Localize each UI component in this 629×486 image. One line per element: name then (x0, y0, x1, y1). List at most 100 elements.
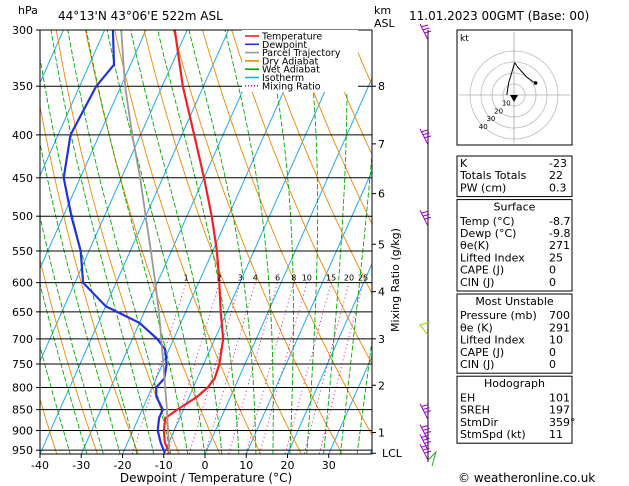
dry-adiabat-line (289, 30, 372, 225)
indices-row-value: 0.3 (549, 181, 567, 194)
indices-box (456, 155, 573, 198)
wind-barb-flag (422, 213, 430, 217)
hodograph-stats-row-value: 11 (549, 428, 563, 441)
pressure-tick-label: 850 (12, 404, 33, 417)
mixing-ratio-label: 3 (238, 274, 243, 283)
wind-barb-column (419, 23, 438, 467)
wind-barb (419, 321, 431, 336)
mixing-ratio-line (284, 282, 332, 454)
wind-barb-flag (423, 216, 432, 220)
mixing-ratio-label: 25 (358, 274, 368, 283)
wet-adiabat-line (50, 30, 155, 454)
surface-row-value: 25 (549, 251, 563, 264)
mixing-ratio-label: 1 (183, 274, 188, 283)
right-axis-title: Mixing Ratio (g/kg) (389, 228, 402, 332)
altitude-tick-label: 7 (378, 138, 385, 151)
hodograph-stats-row-name: EH (460, 391, 475, 404)
dry-adiabat-line (143, 30, 302, 454)
stats-tables: K -23 Totals Totals 22 PW (cm) 0.3 SurfaceTemp… (456, 155, 576, 444)
indices-row-name: Totals Totals (459, 169, 527, 182)
legend-label: Dewpoint (262, 40, 307, 51)
wet-adiabat-line (40, 140, 121, 454)
copyright-footer: © weatheronline.co.uk (458, 471, 595, 485)
most-unstable-row-value: 291 (549, 321, 570, 334)
storm-motion-marker (510, 95, 518, 102)
wind-barb-flag (422, 437, 430, 441)
indices-row-value: -23 (549, 157, 567, 170)
pressure-tick-label: 450 (12, 172, 33, 185)
altitude-ticks: 8 7 6 5 4 3 2 1 LCL (372, 80, 403, 460)
wind-barb-flag (423, 135, 432, 139)
hodograph-stats-box (456, 375, 573, 444)
dry-adiabat-line (260, 30, 372, 295)
hodograph-unit: kt (460, 34, 469, 44)
most-unstable-row-value: 0 (549, 346, 556, 359)
most-unstable-box (456, 293, 573, 374)
profile-parcel-trajectory (120, 30, 171, 454)
surface-row-value: 0 (549, 276, 556, 289)
dry-adiabat-line (40, 258, 98, 454)
dry-adiabat-line (319, 30, 372, 156)
wind-barb-flag (420, 210, 429, 214)
indices-row-value: 22 (549, 169, 563, 182)
wind-barb-flag (422, 407, 430, 411)
wind-barb-flag (420, 129, 429, 133)
surface-row-value: 271 (549, 239, 570, 252)
wind-barb-flag (423, 30, 432, 34)
mixing-ratio-label: 6 (275, 274, 280, 283)
altitude-tick-label: 3 (378, 333, 385, 346)
mixing-ratio-line (245, 282, 295, 454)
pressure-tick-label: 750 (12, 358, 33, 371)
wet-adiabat-line (356, 337, 372, 454)
most-unstable-row-name: CAPE (J) (460, 346, 504, 359)
pressure-tick-label: 700 (12, 333, 33, 346)
surface-title: Surface (494, 201, 536, 214)
indices-row-name: K (460, 157, 468, 170)
pressure-tick-label: 400 (12, 129, 33, 142)
temperature-tick-label: -30 (72, 459, 90, 472)
pressure-tick-label: 350 (12, 80, 33, 93)
hodograph-stats-row-value: 359° (549, 416, 576, 429)
dry-adiabat-line (40, 103, 139, 454)
altitude-tick-label: 2 (378, 379, 385, 392)
asl-axis-unit: ASL (374, 17, 396, 30)
pressure-tick-label: 650 (12, 306, 33, 319)
wet-adiabat-line (40, 55, 138, 454)
surface-row-value: -9.8 (549, 227, 570, 240)
wet-adiabat-line (306, 30, 319, 454)
wind-barb-flag (423, 440, 432, 444)
pressure-tick-label: 600 (12, 277, 33, 290)
isobar-grid (40, 29, 372, 451)
profile-lines (62, 30, 225, 454)
most-unstable-row-value: 700 (549, 309, 570, 322)
mixing-ratio-label: 2 (217, 274, 222, 283)
date-title: 11.01.2023 00GMT (Base: 00) (409, 9, 589, 23)
wind-barb-flag (422, 132, 430, 136)
wind-barb-flag (423, 430, 432, 434)
temperature-tick-label: -10 (155, 459, 173, 472)
location-title: 44°13'N 43°06'E 522m ASL (58, 9, 223, 23)
most-unstable-row-name: CIN (J) (460, 358, 494, 371)
most-unstable-row-name: Pressure (mb) (460, 309, 537, 322)
altitude-tick-label: 5 (378, 238, 385, 251)
pressure-tick-label: 950 (12, 444, 33, 457)
hodograph-stats-row-name: StmSpd (kt) (460, 428, 526, 441)
wet-adiabat-line (339, 148, 372, 454)
hodograph-frame (456, 29, 573, 146)
wet-adiabat-line (40, 214, 104, 454)
hodograph-ring-label: 20 (494, 107, 503, 115)
pressure-tick-label: 800 (12, 382, 33, 395)
mixing-ratio-label: 20 (344, 274, 354, 283)
hodograph-stats-row-name: StmDir (460, 416, 499, 429)
legend-label: Dry Adiabat (262, 56, 319, 67)
mixing-ratio-line (204, 282, 256, 454)
most-unstable-row-value: 0 (549, 358, 556, 371)
legend-label: Temperature (261, 32, 322, 43)
wet-adiabat-line (40, 281, 88, 454)
wind-barb-flag (420, 434, 429, 438)
mixing-ratio-line (318, 282, 364, 454)
hodograph-stats-row-name: SREH (460, 404, 490, 417)
surface-row-name: Temp (°C) (459, 215, 515, 228)
wet-adiabat-line (130, 30, 223, 454)
